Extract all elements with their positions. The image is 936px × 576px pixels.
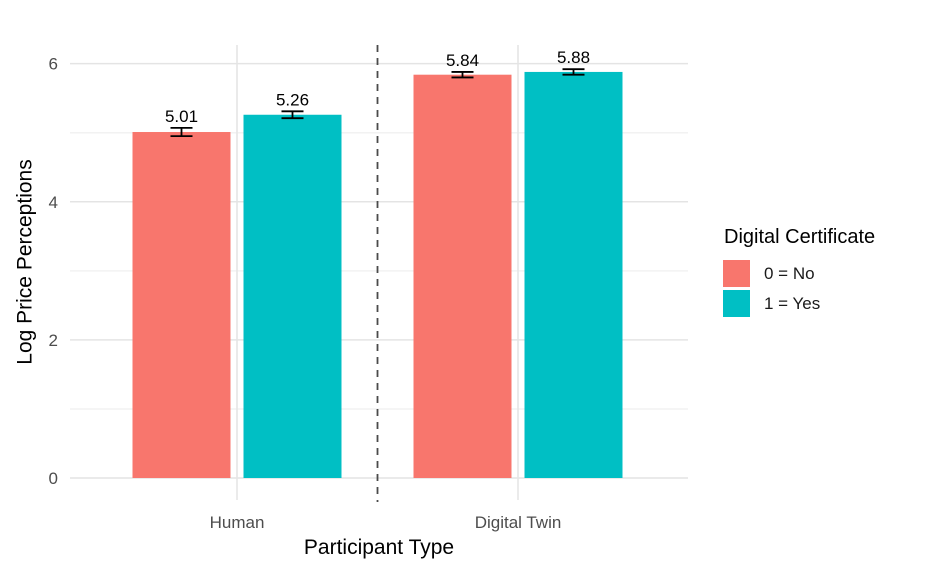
- bar-digital-twin-1: [524, 71, 623, 478]
- x-axis-title: Participant Type: [303, 536, 455, 559]
- y-axis-title-box: Log Price Perceptions: [0, 45, 52, 478]
- y-tick-label: 0: [49, 469, 58, 488]
- y-axis-title: Log Price Perceptions: [14, 158, 38, 365]
- legend: Digital Certificate 0 = No 1 = Yes: [723, 226, 875, 320]
- legend-title: Digital Certificate: [724, 226, 876, 248]
- bar-value-label: 5.84: [446, 51, 479, 70]
- bar-value-label: 5.01: [165, 107, 198, 126]
- legend-swatch-yes: [723, 290, 750, 317]
- legend-item-yes: 1 = Yes: [723, 290, 875, 317]
- legend-item-label: 0 = No: [764, 263, 815, 283]
- bar-human-1: [243, 114, 342, 478]
- bar-value-label: 5.26: [276, 90, 309, 109]
- y-tick-label: 4: [49, 193, 58, 212]
- y-tick-label: 6: [49, 55, 58, 74]
- bar-digital-twin-0: [413, 74, 512, 478]
- legend-swatch-no: [723, 260, 750, 287]
- x-tick-label: Human: [210, 513, 265, 532]
- y-tick-label: 2: [49, 331, 58, 350]
- legend-item-no: 0 = No: [723, 260, 875, 287]
- x-tick-label: Digital Twin: [475, 513, 562, 532]
- bar-value-label: 5.88: [557, 48, 590, 67]
- bar-human-0: [132, 132, 231, 479]
- legend-item-label: 1 = Yes: [764, 293, 821, 313]
